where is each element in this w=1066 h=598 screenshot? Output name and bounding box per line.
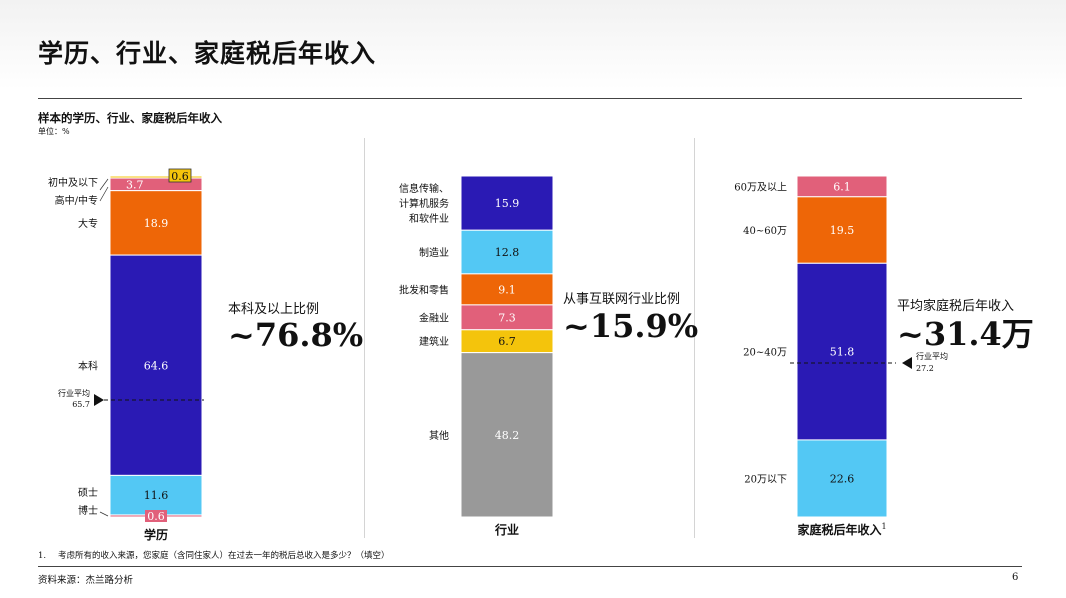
bar-segment-inc-2 xyxy=(796,262,888,441)
bar-segment-ind-3 xyxy=(460,304,554,331)
average-marker-edu xyxy=(94,394,104,407)
callout-caption-ind: 从事互联网行业比例 xyxy=(563,292,680,307)
bar-segment-ind-5 xyxy=(460,352,554,518)
footer-rule xyxy=(38,566,1022,567)
callout-caption-edu: 本科及以上比例 xyxy=(228,302,319,317)
panel-divider-1 xyxy=(364,138,365,538)
leader-line-chuzhong xyxy=(99,178,109,191)
axis-title-edu: 学历 xyxy=(144,527,168,542)
category-label-dazhuan: 大专 xyxy=(78,217,98,230)
data-label-edu-boshi: 0.6 xyxy=(147,510,165,523)
category-label-shuoshi: 硕士 xyxy=(78,486,98,499)
category-label-ind-0-2: 和软件业 xyxy=(409,212,449,225)
axis-title-inc-text: 家庭税后年收入 xyxy=(797,522,881,537)
data-label-inc-1: 19.5 xyxy=(830,224,855,237)
data-label-edu-硕士: 11.6 xyxy=(144,489,169,502)
data-label-ind-1: 12.8 xyxy=(495,246,520,259)
leader-line-gaozhong xyxy=(99,186,109,202)
category-label-inc-2: 20~40万 xyxy=(743,348,787,359)
data-label-inc-0: 6.1 xyxy=(833,180,851,193)
footnote-marker: 1 xyxy=(881,522,886,531)
callout-value-ind: ~15.9% xyxy=(563,307,698,345)
average-value-inc: 27.2 xyxy=(916,364,934,373)
bar-segment-ind-0 xyxy=(460,175,554,231)
category-label-ind-4: 建筑业 xyxy=(419,335,449,348)
bar-segment-edu-3 xyxy=(109,254,203,476)
category-label-inc-3: 20万以下 xyxy=(744,474,787,485)
bar-segment-edu-2 xyxy=(109,190,203,256)
footnote: 1. 考虑所有的收入来源，您家庭（含同住家人）在过去一年的税后总收入是多少？（填空… xyxy=(38,549,390,561)
callout-value-inc: ~31.4万 xyxy=(897,315,1034,353)
bar-segment-inc-1 xyxy=(796,196,888,264)
category-label-ind-0-0: 信息传输、 xyxy=(399,182,449,195)
leader-line-boshi xyxy=(99,511,109,517)
category-label-ind-3: 金融业 xyxy=(419,311,449,324)
category-label-ind-2: 批发和零售 xyxy=(399,283,449,296)
data-label-inc-2: 51.8 xyxy=(830,346,855,359)
category-label-chuzhong: 初中及以下 xyxy=(48,176,98,189)
average-label-edu: 行业平均 xyxy=(58,388,90,398)
axis-title-inc: 家庭税后年收入1 xyxy=(797,522,886,537)
badge-edu-chuzhong xyxy=(168,168,192,183)
category-label-ind-5: 其他 xyxy=(429,429,449,442)
average-value-edu: 65.7 xyxy=(72,400,90,409)
average-marker-inc xyxy=(902,357,912,369)
bar-segment-edu-4 xyxy=(109,474,203,516)
page-number: 6 xyxy=(1012,572,1019,583)
callout-value-edu: ~76.8% xyxy=(228,316,363,354)
average-label-inc: 行业平均 xyxy=(916,351,948,361)
data-label-ind-5: 48.2 xyxy=(495,429,520,442)
axis-title-ind: 行业 xyxy=(494,522,519,537)
bar-segment-inc-3 xyxy=(796,439,888,518)
data-label-ind-3: 7.3 xyxy=(498,311,516,324)
category-label-inc-0: 60万及以上 xyxy=(734,181,787,193)
footnote-number: 1. xyxy=(38,551,47,561)
data-label-edu-本科: 64.6 xyxy=(144,359,169,372)
footnote-text: 考虑所有的收入来源，您家庭（含同住家人）在过去一年的税后总收入是多少？（填空） xyxy=(58,551,390,561)
source-note: 资料来源：杰兰路分析 xyxy=(38,575,134,586)
chart-subtitle: 样本的学历、行业、家庭税后年收入 xyxy=(38,111,222,125)
category-label-ind-0-1: 计算机服务 xyxy=(399,197,449,210)
data-label-edu-chuzhong: 0.6 xyxy=(171,170,189,183)
callout-caption-inc: 平均家庭税后年收入 xyxy=(897,298,1014,314)
bar-segment-ind-1 xyxy=(460,229,554,275)
data-label-edu-gaozhong: 3.7 xyxy=(126,178,144,191)
data-label-edu-大专: 18.9 xyxy=(144,217,169,230)
data-label-inc-3: 22.6 xyxy=(830,472,855,485)
category-label-gaozhong: 高中/中专 xyxy=(55,194,98,207)
data-label-ind-2: 9.1 xyxy=(498,283,516,296)
category-label-ind-1: 制造业 xyxy=(419,246,449,259)
category-label-inc-1: 40~60万 xyxy=(743,226,787,237)
page-title: 学历、行业、家庭税后年收入 xyxy=(38,39,377,68)
badge-edu-boshi xyxy=(145,510,167,522)
category-label-benke: 本科 xyxy=(78,359,98,372)
unit-label: 单位：% xyxy=(38,127,70,136)
data-label-ind-4: 6.7 xyxy=(498,335,516,348)
panel-divider-2 xyxy=(694,138,695,538)
category-label-boshi: 博士 xyxy=(78,504,98,517)
data-label-ind-0: 15.9 xyxy=(495,197,520,210)
title-rule xyxy=(38,98,1022,99)
bar-segment-ind-2 xyxy=(460,273,554,306)
